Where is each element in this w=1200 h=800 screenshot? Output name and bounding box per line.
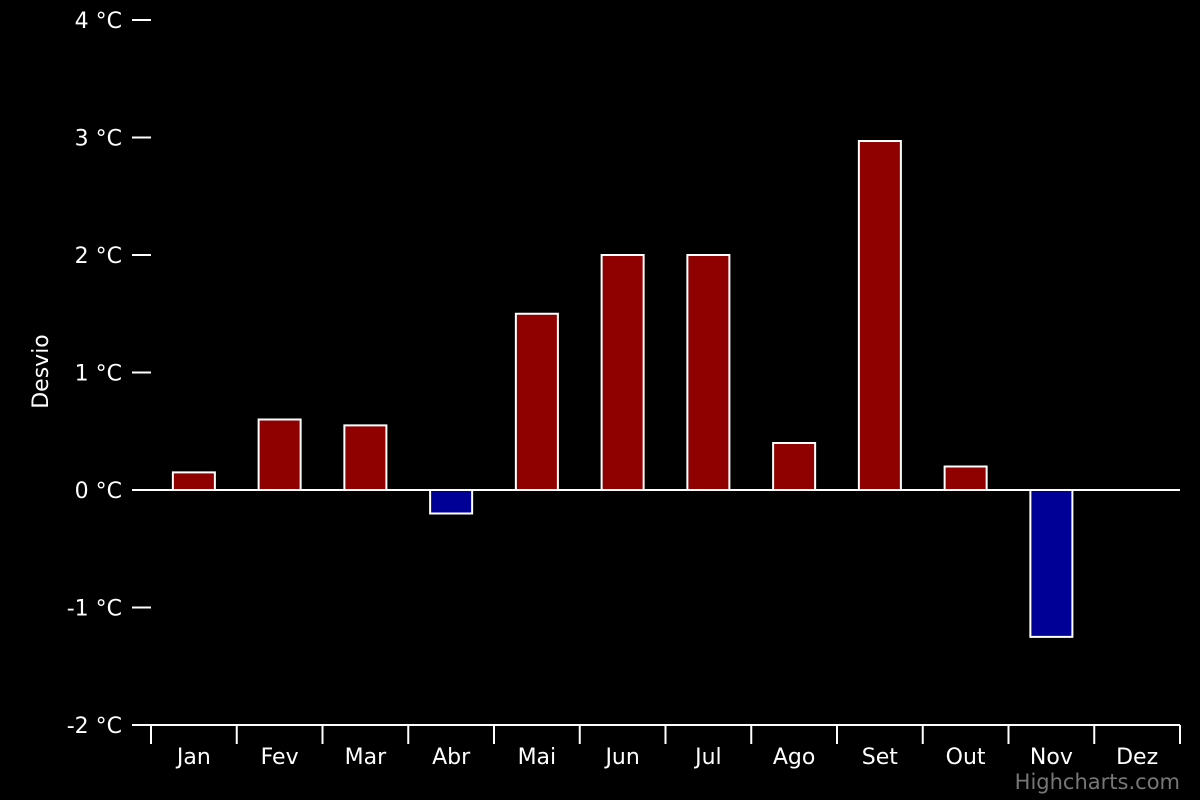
y-tick-label: 1 °C — [75, 362, 122, 387]
bar-out[interactable] — [943, 465, 988, 491]
y-tick-label: -2 °C — [67, 714, 122, 739]
y-axis: 4 °C 3 °C 2 °C 1 °C 0 °C -1 °C -2 °C — [67, 9, 151, 739]
x-tick-label: Mar — [345, 745, 387, 770]
bar-mai[interactable] — [514, 312, 559, 491]
x-axis: Jan Fev Mar Abr Mai Jun Jul Ago Set Out Nov Dez — [132, 724, 1181, 770]
x-tick-label: Set — [862, 745, 899, 770]
x-tick-label: Nov — [1030, 745, 1073, 770]
bar-fev[interactable] — [257, 418, 302, 491]
y-tick-label: 0 °C — [75, 479, 122, 504]
x-tick-label: Ago — [773, 745, 815, 770]
x-tick-label: Jun — [603, 745, 639, 770]
credits-link[interactable]: Highcharts.com — [1015, 770, 1180, 794]
x-tick-label: Fev — [261, 745, 299, 770]
bar-series — [171, 140, 1074, 638]
bar-jan[interactable] — [171, 471, 216, 491]
x-tick-label: Dez — [1116, 745, 1158, 770]
bar-nov[interactable] — [1029, 489, 1074, 638]
x-tick-label: Out — [946, 745, 986, 770]
y-tick-label: -1 °C — [67, 597, 122, 622]
x-tick-label: Mai — [518, 745, 557, 770]
x-tick-label: Abr — [432, 745, 471, 770]
bar-abr[interactable] — [429, 489, 474, 515]
bar-mar[interactable] — [343, 424, 388, 491]
x-tick-label: Jul — [693, 745, 722, 770]
x-tick-label: Jan — [175, 745, 211, 770]
bar-ago[interactable] — [772, 442, 817, 491]
y-tick-label: 3 °C — [75, 127, 122, 152]
y-tick-label: 4 °C — [75, 9, 122, 34]
bar-set[interactable] — [857, 140, 902, 491]
y-axis-title: Desvio — [29, 334, 54, 409]
bar-jul[interactable] — [686, 254, 731, 491]
bar-jun[interactable] — [600, 254, 645, 491]
y-tick-label: 2 °C — [75, 244, 122, 269]
